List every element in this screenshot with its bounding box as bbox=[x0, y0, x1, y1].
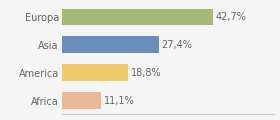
Bar bbox=[62, 9, 213, 25]
Bar bbox=[62, 64, 128, 81]
Text: 11,1%: 11,1% bbox=[104, 96, 134, 106]
Bar bbox=[62, 36, 159, 53]
Text: 42,7%: 42,7% bbox=[216, 12, 247, 22]
Text: 18,8%: 18,8% bbox=[131, 68, 162, 78]
Text: 27,4%: 27,4% bbox=[162, 40, 192, 50]
Bar bbox=[62, 92, 101, 109]
